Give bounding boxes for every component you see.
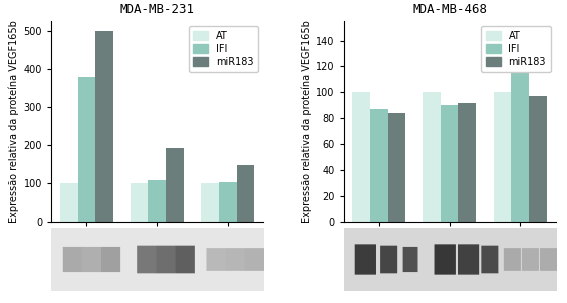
Bar: [201, 184, 219, 222]
Bar: [236, 165, 254, 222]
Bar: [370, 109, 388, 222]
Bar: [95, 31, 113, 222]
Legend: AT, IFI, miR183: AT, IFI, miR183: [481, 26, 551, 72]
Bar: [166, 148, 184, 222]
Bar: [78, 77, 95, 222]
Bar: [441, 105, 459, 222]
Legend: AT, IFI, miR183: AT, IFI, miR183: [189, 26, 258, 72]
Bar: [148, 180, 166, 222]
X-axis label: Tempo (horas): Tempo (horas): [414, 244, 485, 254]
X-axis label: Horas: Horas: [143, 244, 171, 254]
Bar: [529, 96, 547, 222]
Y-axis label: Expressão relativa da proteína VEGF165b: Expressão relativa da proteína VEGF165b: [302, 20, 312, 223]
Y-axis label: Expressão relativa da proteína VEGF165b: Expressão relativa da proteína VEGF165b: [9, 20, 19, 223]
Bar: [60, 184, 78, 222]
Title: MDA-MB-231: MDA-MB-231: [120, 3, 194, 16]
Bar: [353, 92, 370, 222]
Bar: [219, 182, 236, 222]
Bar: [494, 92, 511, 222]
Bar: [511, 32, 529, 222]
Bar: [388, 113, 405, 222]
Bar: [423, 92, 441, 222]
Bar: [459, 103, 476, 222]
Title: MDA-MB-468: MDA-MB-468: [412, 3, 487, 16]
Bar: [130, 184, 148, 222]
